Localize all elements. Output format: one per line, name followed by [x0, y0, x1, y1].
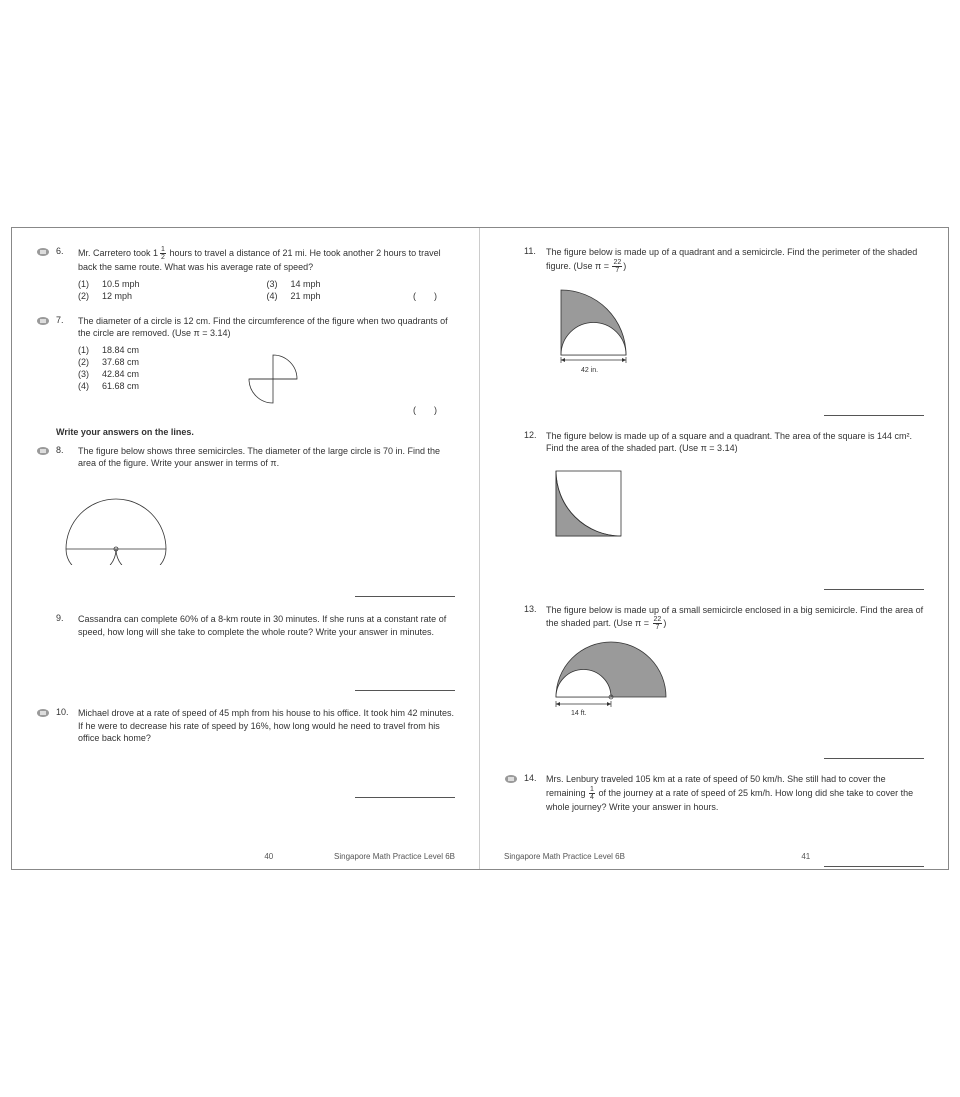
question-number: 12. [524, 430, 546, 554]
answer-line[interactable] [355, 788, 455, 798]
option-4: 61.68 cm [102, 381, 139, 391]
question-9: 9. Cassandra can complete 60% of a 8-km … [36, 613, 455, 643]
page-footer: 40 Singapore Math Practice Level 6B [36, 852, 455, 861]
answer-paren[interactable]: () [413, 291, 455, 301]
question-12: 12. The figure below is made up of a squ… [504, 430, 924, 554]
question-14: 14. Mrs. Lenbury traveled 105 km at a ra… [504, 773, 924, 818]
question-number: 13. [524, 604, 546, 724]
page-spread: 6. Mr. Carretero took 112 hours to trave… [11, 227, 949, 870]
calculator-icon [36, 707, 52, 750]
question-6: 6. Mr. Carretero took 112 hours to trave… [36, 246, 455, 303]
answer-line[interactable] [824, 749, 924, 759]
question-7: 7. The diameter of a circle is 12 cm. Fi… [36, 315, 455, 415]
figure-two-quadrants [238, 351, 308, 409]
answer-line[interactable] [824, 580, 924, 590]
option-1: 18.84 cm [102, 345, 139, 355]
question-text: Mrs. Lenbury traveled 105 km at a rate o… [546, 773, 924, 813]
answer-line[interactable] [355, 681, 455, 691]
page-number: 41 [801, 852, 810, 861]
question-number: 11. [524, 246, 546, 380]
question-13: 13. The figure below is made up of a sma… [504, 604, 924, 724]
question-text: The figure below shows three semicircles… [78, 445, 455, 470]
question-text: Cassandra can complete 60% of a 8-km rou… [78, 613, 455, 638]
option-2: 12 mph [102, 291, 132, 301]
question-8: 8. The figure below shows three semicirc… [36, 445, 455, 475]
calculator-icon [504, 773, 520, 818]
question-10: 10. Michael drove at a rate of speed of … [36, 707, 455, 750]
question-number: 6. [56, 246, 78, 303]
answer-paren[interactable]: () [413, 405, 455, 415]
figure-square-quadrant [546, 461, 924, 548]
calculator-icon [36, 445, 52, 475]
question-text: Mr. Carretero took 112 hours to travel a… [78, 246, 455, 274]
question-number: 10. [56, 707, 78, 750]
question-number: 14. [524, 773, 546, 818]
question-text: Michael drove at a rate of speed of 45 m… [78, 707, 455, 745]
figure-three-semicircles [56, 487, 455, 567]
question-text: The figure below is made up of a quadran… [546, 246, 924, 274]
option-1: 10.5 mph [102, 279, 140, 289]
right-page: 11. The figure below is made up of a qua… [480, 228, 948, 869]
question-number: 9. [56, 613, 78, 643]
calculator-icon [36, 315, 52, 415]
section-heading: Write your answers on the lines. [56, 427, 455, 437]
question-11: 11. The figure below is made up of a qua… [504, 246, 924, 380]
option-2: 37.68 cm [102, 357, 139, 367]
page-footer: Singapore Math Practice Level 6B 41 [504, 852, 924, 861]
figure-quadrant-semicircle: 42 in. [546, 280, 924, 374]
book-title: Singapore Math Practice Level 6B [504, 852, 625, 861]
question-number: 8. [56, 445, 78, 475]
options: (1)10.5 mph (3)14 mph (2)12 mph (4)21 mp… [78, 279, 455, 303]
question-number: 7. [56, 315, 78, 415]
book-title: Singapore Math Practice Level 6B [334, 852, 455, 861]
page-number: 40 [264, 852, 273, 861]
question-text: The figure below is made up of a square … [546, 430, 924, 455]
calculator-icon [36, 246, 52, 303]
left-page: 6. Mr. Carretero took 112 hours to trave… [12, 228, 480, 869]
option-4: 21 mph [291, 291, 321, 301]
answer-line[interactable] [355, 587, 455, 597]
question-text: The figure below is made up of a small s… [546, 604, 924, 632]
option-3: 14 mph [291, 279, 321, 289]
figure-two-semicircles: 14 ft. [546, 637, 924, 717]
answer-line[interactable] [824, 406, 924, 416]
option-3: 42.84 cm [102, 369, 139, 379]
question-text: The diameter of a circle is 12 cm. Find … [78, 315, 455, 340]
